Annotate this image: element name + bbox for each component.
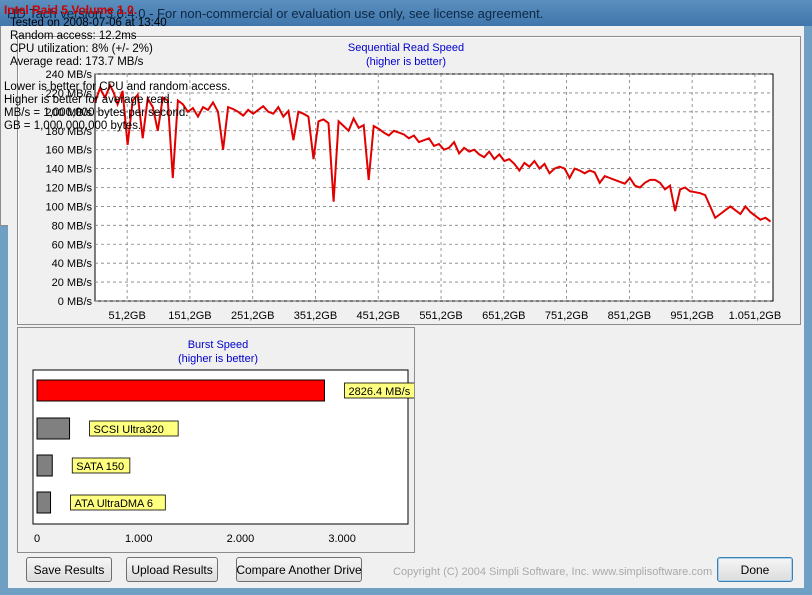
burst-label-box xyxy=(71,457,131,474)
y-tick-label: 220 MB/s xyxy=(46,88,93,100)
burst-data-label: 2826.4 MB/s xyxy=(348,386,410,398)
y-tick-label: 180 MB/s xyxy=(46,126,93,138)
y-tick-label: 20 MB/s xyxy=(52,277,93,289)
drive-name: Intel Raid 5 Volume 1.0. xyxy=(4,3,138,17)
title-bar[interactable]: HD Tach version 3.0.4.0 - For non-commer… xyxy=(0,0,812,26)
note-higher-better: Higher is better for average read. xyxy=(4,94,173,106)
sequential-read-chart-panel: Sequential Read Speed (higher is better)… xyxy=(17,36,801,325)
burst-data-label: SATA 150 xyxy=(76,461,124,473)
sequential-read-series-line xyxy=(94,82,772,223)
done-button[interactable]: Done xyxy=(717,557,793,582)
burst-speed-panel: Burst Speed (higher is better) 2826.4 MB… xyxy=(17,327,422,553)
burst-bar xyxy=(36,491,52,514)
sequential-chart-grid xyxy=(95,73,773,302)
window-title: HD Tach version 3.0.4.0 - For non-commer… xyxy=(7,6,544,21)
y-tick-label: 160 MB/s xyxy=(46,145,93,157)
y-tick-label: 240 MB/s xyxy=(46,69,93,81)
burst-x-tick-label: 3.000 xyxy=(328,533,356,545)
sequential-chart-subtitle: (higher is better) xyxy=(366,56,446,68)
x-tick-label: 351,2GB xyxy=(294,310,337,322)
y-tick-label: 60 MB/s xyxy=(52,239,93,251)
burst-chart-title: Burst Speed xyxy=(188,339,249,351)
random-access-text: Random access: 12.2ms xyxy=(10,30,137,42)
x-tick-label: 51,2GB xyxy=(108,310,145,322)
y-tick-label: 140 MB/s xyxy=(46,164,93,176)
burst-data-label: ATA UltraDMA 6 xyxy=(75,498,153,510)
x-tick-label: 251,2GB xyxy=(231,310,274,322)
sequential-chart-title: Sequential Read Speed xyxy=(348,42,464,54)
y-tick-label: 80 MB/s xyxy=(52,220,93,232)
sequential-chart-x-ticks: 51,2GB 151,2GB 251,2GB 351,2GB 451,2GB 551,2G… xyxy=(108,310,781,322)
x-tick-label: 551,2GB xyxy=(419,310,462,322)
x-tick-label: 951,2GB xyxy=(670,310,713,322)
x-tick-label: 1.051,2GB xyxy=(729,310,782,322)
burst-data-label: SCSI Ultra320 xyxy=(94,424,164,436)
sequential-chart-y-ticks: 240 MB/s 220 MB/s 200 MB/s 180 MB/s 160 MB/s… xyxy=(46,69,93,308)
y-tick-label: 0 MB/s xyxy=(58,296,93,308)
x-tick-label: 751,2GB xyxy=(545,310,588,322)
y-tick-label: 120 MB/s xyxy=(46,183,93,195)
burst-x-tick-label: 1.000 xyxy=(125,533,153,545)
sequential-read-chart: Sequential Read Speed (higher is better)… xyxy=(46,42,782,322)
burst-bars: 2826.4 MB/s SCSI Ultra320 SATA 150 ATA Ultr… xyxy=(36,379,422,514)
burst-x-ticks: 0 1.000 2.000 3.000 xyxy=(34,533,356,545)
note-mbs-definition: MB/s = 1,000,000 bytes per second. xyxy=(4,107,189,119)
burst-bar xyxy=(36,379,325,402)
burst-chart-subtitle: (higher is better) xyxy=(178,353,258,365)
y-tick-label: 100 MB/s xyxy=(46,201,93,213)
tested-on-text: Tested on 2008-07-06 at 13:40 xyxy=(10,17,167,29)
x-tick-label: 651,2GB xyxy=(482,310,525,322)
y-tick-label: 200 MB/s xyxy=(46,107,93,119)
upload-results-button[interactable]: Upload Results xyxy=(126,557,218,582)
burst-bar xyxy=(36,417,71,440)
copyright-text: Copyright (C) 2004 Simpli Software, Inc.… xyxy=(393,566,713,578)
burst-bar xyxy=(36,454,53,477)
y-tick-label: 40 MB/s xyxy=(52,258,93,270)
burst-x-tick-label: 2.000 xyxy=(227,533,255,545)
burst-speed-chart: Burst Speed (higher is better) 2826.4 MB… xyxy=(32,339,422,545)
x-tick-label: 151,2GB xyxy=(168,310,211,322)
note-gb-definition: GB = 1,000,000,000 bytes. xyxy=(4,120,142,132)
x-tick-label: 851,2GB xyxy=(608,310,651,322)
compare-another-drive-button[interactable]: Compare Another Drive xyxy=(236,557,362,582)
x-tick-label: 451,2GB xyxy=(357,310,400,322)
burst-label-box xyxy=(89,420,179,437)
burst-x-tick-label: 0 xyxy=(34,533,40,545)
cpu-utilization-text: CPU utilization: 8% (+/- 2%) xyxy=(10,43,153,55)
average-read-text: Average read: 173.7 MB/s xyxy=(10,56,144,68)
burst-label-box xyxy=(70,494,166,511)
save-results-button[interactable]: Save Results xyxy=(26,557,112,582)
note-lower-better: Lower is better for CPU and random acces… xyxy=(4,81,231,93)
